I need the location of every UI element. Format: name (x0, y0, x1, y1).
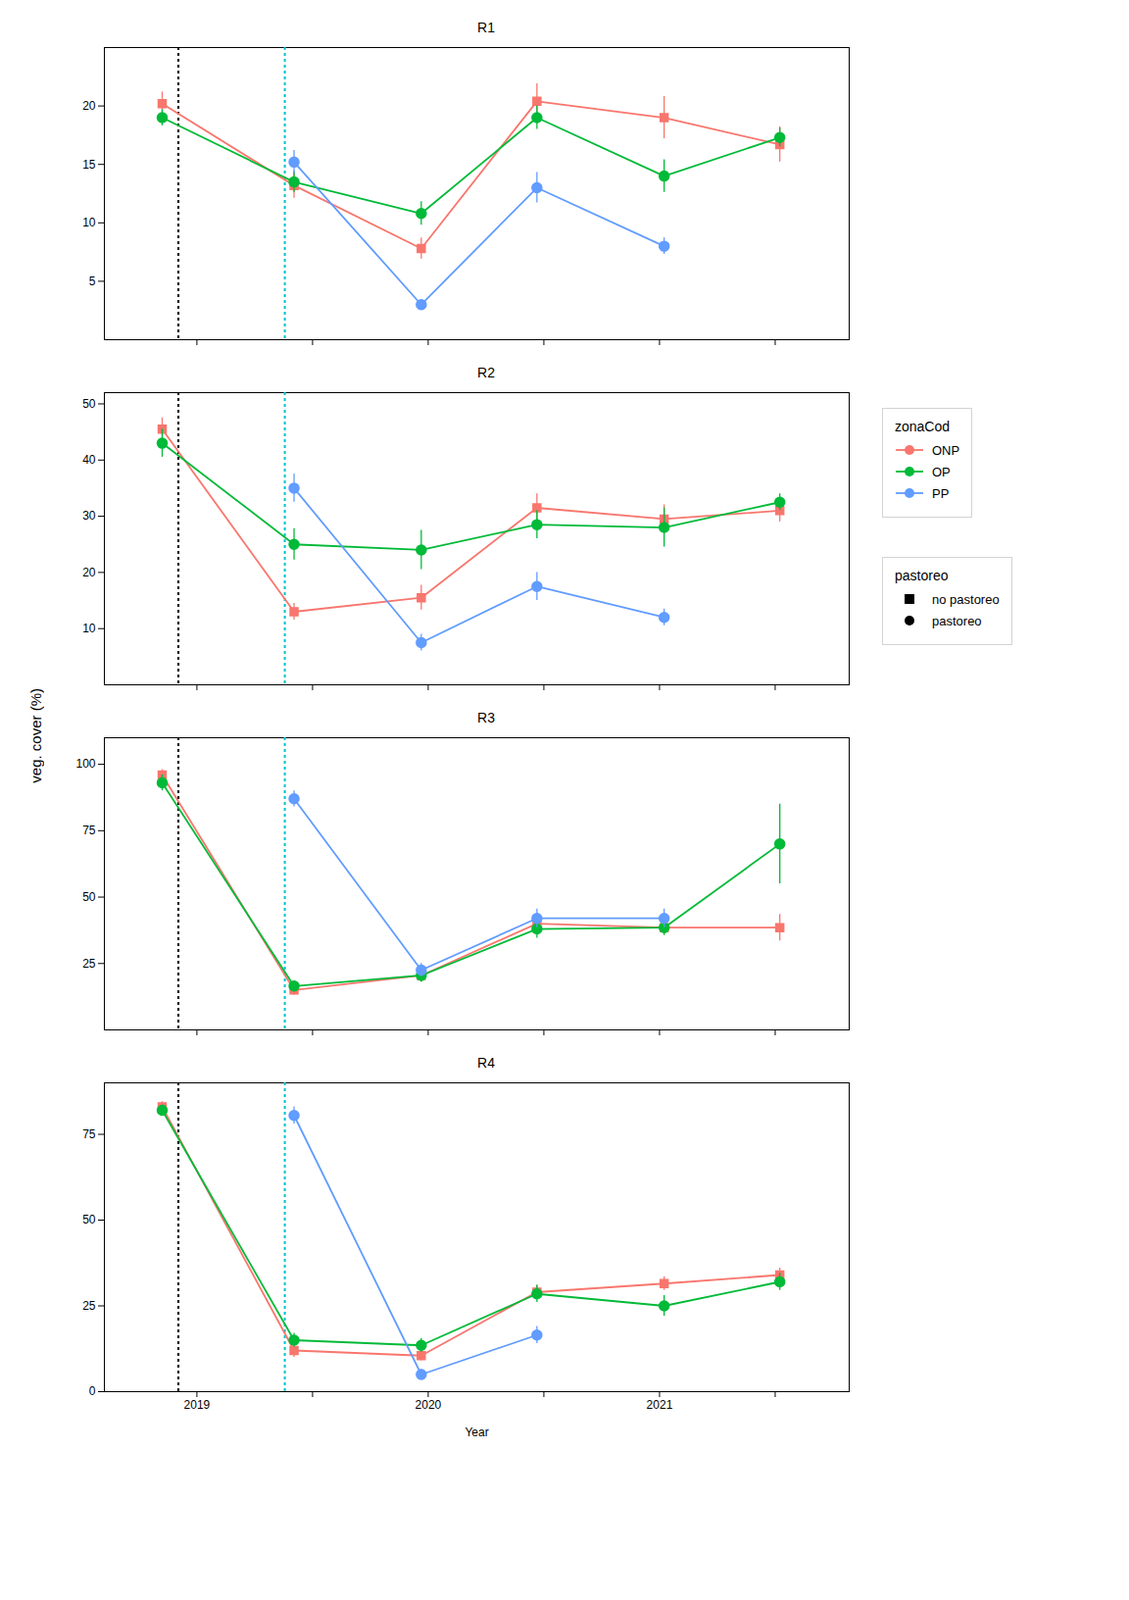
html-text:R1: R1 (477, 19, 495, 36)
html-text:ONP: ONP (932, 442, 960, 458)
svg-text:30: 30 (82, 508, 97, 523)
html-text:veg. cover (%): veg. cover (%) (26, 687, 44, 783)
html-text:zonaCod: zonaCod (894, 418, 950, 435)
html-text:OP: OP (932, 464, 951, 479)
svg-text:50: 50 (82, 889, 97, 904)
svg-text:25: 25 (82, 1298, 97, 1313)
svg-text:40: 40 (82, 452, 97, 467)
svg-text:2020: 2020 (415, 1397, 442, 1412)
svg-text:5: 5 (89, 274, 97, 289)
svg-text:15: 15 (82, 157, 97, 172)
svg-text:10: 10 (82, 621, 97, 636)
svg-text:2019: 2019 (184, 1397, 211, 1412)
svg-text:50: 50 (82, 396, 97, 411)
svg-text:25: 25 (82, 956, 97, 971)
html-text:no pastoreo: no pastoreo (932, 591, 1000, 607)
html-text:R4: R4 (477, 1054, 495, 1071)
svg-text:75: 75 (82, 823, 97, 837)
svg-text:2021: 2021 (646, 1397, 674, 1412)
html-text:PP: PP (932, 485, 949, 501)
svg-text:100: 100 (75, 756, 96, 771)
html-text:pastoreo: pastoreo (932, 613, 982, 628)
svg-text:Year: Year (464, 1424, 489, 1439)
svg-text:20: 20 (82, 98, 97, 113)
html-text:pastoreo: pastoreo (894, 567, 949, 584)
svg-text:50: 50 (82, 1212, 97, 1227)
svg-text:0: 0 (89, 1383, 97, 1398)
svg-text:10: 10 (82, 215, 97, 230)
svg-text:75: 75 (82, 1127, 97, 1141)
html-text:R3: R3 (477, 709, 495, 726)
html-text:R2: R2 (477, 364, 495, 381)
svg-text:20: 20 (82, 565, 97, 580)
